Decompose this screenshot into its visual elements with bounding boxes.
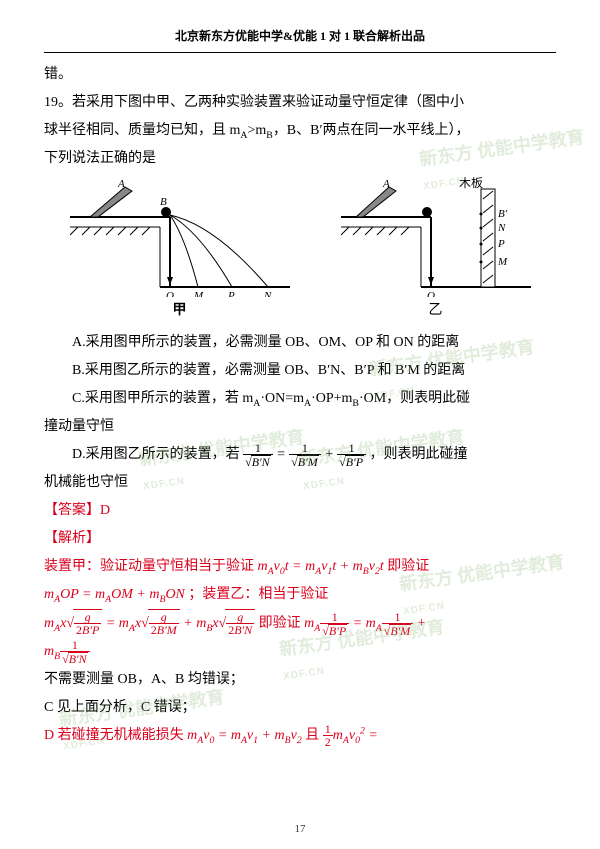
answer-line: 【答案】D <box>44 497 556 525</box>
question-stem-2: 球半径相同、质量均已知，且 mA>mB，B、B′两点在同一水平线上）， <box>44 117 556 145</box>
figure-yi-caption: 乙 <box>341 297 531 325</box>
svg-text:木板: 木板 <box>459 177 483 190</box>
option-d-formula: 1√B′N = 1√B′M + 1√B′P <box>243 447 369 462</box>
svg-text:B: B <box>160 196 167 208</box>
explain-line3: mAx√g2B′P = mAx√g2B′M + mBx√g2B′N 即验证 mA… <box>44 609 556 638</box>
page-header: 北京新东方优能中学&优能 1 对 1 联合解析出品 <box>44 24 556 52</box>
explain-line5: 不需要测量 OB，A、B 均错误； <box>44 666 556 694</box>
question-stem-3: 下列说法正确的是 <box>44 145 556 173</box>
explain-line7: D 若碰撞无机械能损失 mAv0 = mAv1 + mBv2 且 12mAv02… <box>44 722 556 750</box>
svg-text:B′: B′ <box>498 208 508 220</box>
prev-tail: 错。 <box>44 61 556 89</box>
option-d-line2: 机械能也守恒 <box>44 469 556 497</box>
page-number: 17 <box>0 823 600 835</box>
svg-text:P: P <box>227 290 235 297</box>
page: 北京新东方优能中学&优能 1 对 1 联合解析出品 新东方 优能中学教育XDF.… <box>0 0 600 768</box>
option-b: B.采用图乙所示的装置，必需测量 OB、B′N、B′P 和 B′M 的距离 <box>44 357 556 385</box>
figure-jia-caption: 甲 <box>70 297 290 325</box>
figure-row: B A O M P N 甲 <box>44 177 556 325</box>
option-d-line1: D.采用图乙所示的装置，若 1√B′N = 1√B′M + 1√B′P ，则表明… <box>44 441 556 469</box>
svg-text:N: N <box>263 290 272 297</box>
figure-jia: B A O M P N 甲 <box>70 177 290 325</box>
svg-text:P: P <box>497 238 505 250</box>
option-c-line1: C.采用图甲所示的装置，若 mA·ON=mA·OP+mB·OM，则表明此碰 <box>44 385 556 413</box>
option-a: A.采用图甲所示的装置，必需测量 OB、OM、OP 和 ON 的距离 <box>44 329 556 357</box>
figure-yi: A 木板 B′ N P M O <box>341 177 531 325</box>
answer-value: D <box>100 503 110 518</box>
svg-text:N: N <box>497 222 506 234</box>
question-number: 19。 <box>44 95 72 110</box>
svg-text:M: M <box>193 290 204 297</box>
explain-line1: 装置甲：验证动量守恒相当于验证 mAv0t = mAv1t + mBv2t 即验… <box>44 553 556 581</box>
answer-label: 【答案】 <box>44 503 100 518</box>
option-c-line2: 撞动量守恒 <box>44 413 556 441</box>
explain-label: 【解析】 <box>44 525 556 553</box>
explain-line2: mAOP = mAOM + mBON ；装置乙：相当于验证 <box>44 581 556 609</box>
svg-text:A: A <box>117 178 125 190</box>
question-stem: 19。若采用下图中甲、乙两种实验装置来验证动量守恒定律（图中小 <box>44 89 556 117</box>
explain-line6: C 见上面分析，C 错误； <box>44 694 556 722</box>
svg-text:O: O <box>427 290 435 297</box>
explain-line4: mB1√B′N <box>44 638 556 666</box>
svg-text:M: M <box>497 256 508 268</box>
svg-text:O: O <box>166 290 174 297</box>
header-rule <box>44 52 556 53</box>
svg-text:A: A <box>382 178 390 190</box>
